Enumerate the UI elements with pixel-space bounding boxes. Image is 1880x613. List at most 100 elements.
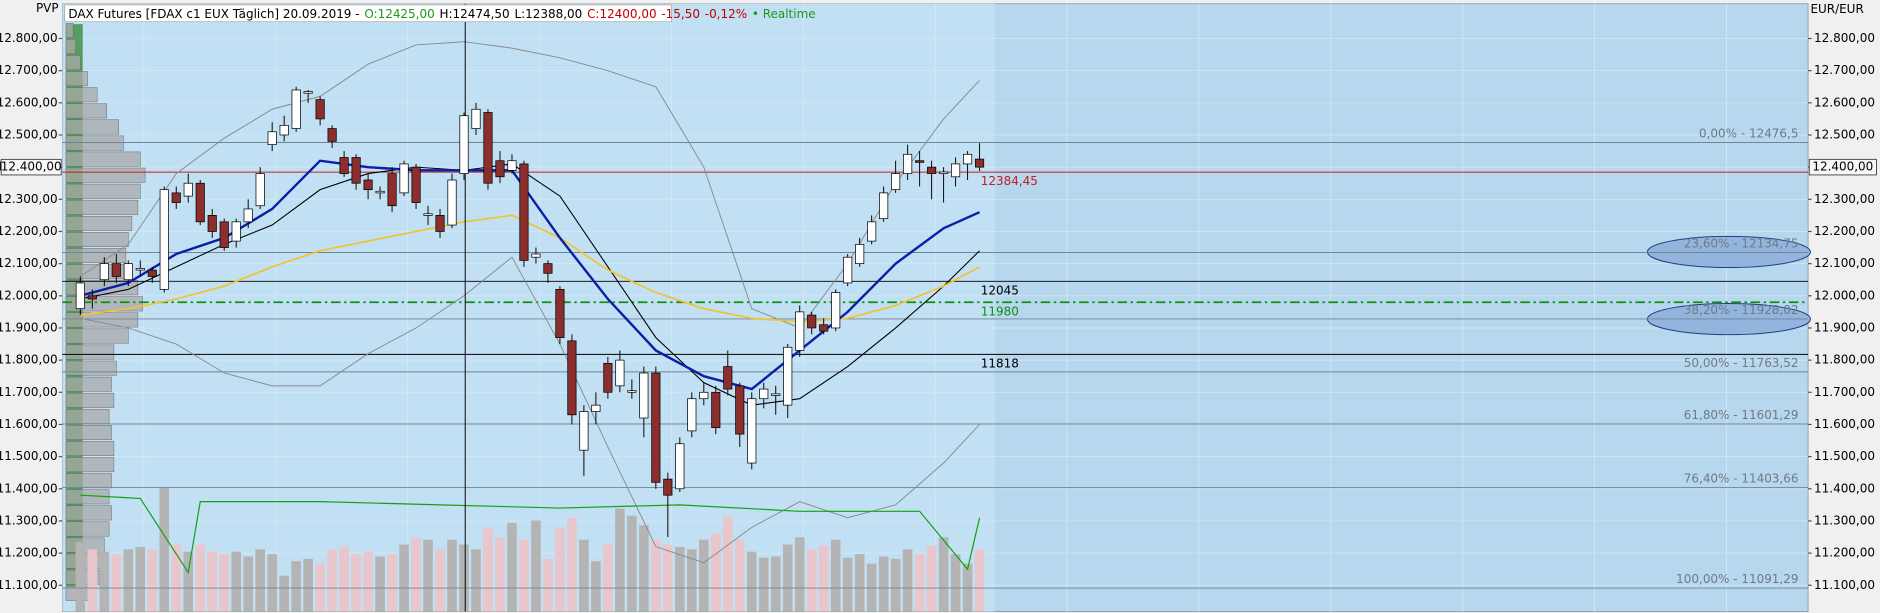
volume-bar	[926, 545, 937, 612]
y-tick-label: 11.300,00	[1814, 513, 1875, 527]
volume-bar	[147, 549, 158, 612]
profile-bar	[65, 441, 115, 457]
y-tick-label: 12.500,00	[0, 127, 58, 141]
y-tick-label: 11.300,00	[0, 513, 58, 527]
header-part: O:12425,00	[364, 6, 434, 20]
candle-body	[531, 253, 541, 258]
profile-bar	[65, 119, 119, 135]
y-tick-label: 12.100,00	[1814, 256, 1875, 270]
volume	[75, 488, 985, 612]
volume-bar	[687, 549, 697, 612]
candle-body	[123, 263, 133, 281]
volume-bar	[818, 545, 829, 612]
volume-bar	[651, 539, 661, 612]
y-tick-label: 12.000,00	[1814, 288, 1875, 302]
candle-body	[831, 292, 841, 329]
profile-bar	[65, 232, 129, 247]
y-tick-label: 11.500,00	[0, 449, 58, 463]
y-tick-label: 11.400,00	[0, 481, 58, 495]
volume-bar	[339, 546, 349, 612]
volume-bar	[627, 515, 637, 612]
profile-bar	[65, 215, 133, 231]
volume-bar	[722, 515, 733, 612]
candle-body	[879, 192, 889, 219]
price-line-label: 12384,45	[981, 174, 1038, 188]
volume-bar	[483, 527, 493, 612]
fib-label: 76,40% - 11403,66	[1684, 472, 1799, 486]
candle-body	[783, 346, 793, 406]
profile-bar	[65, 71, 88, 87]
candle-body	[819, 324, 829, 332]
y-tick-label: 11.100,00	[0, 578, 58, 592]
volume-bar	[303, 558, 313, 612]
profile-bar	[65, 344, 115, 360]
header-box	[64, 4, 672, 23]
plot-area-recent	[62, 3, 996, 612]
profile-bar	[65, 408, 110, 424]
candle-body	[219, 221, 229, 248]
profile-bar	[65, 328, 129, 344]
candle-body	[711, 391, 721, 429]
y-tick-label: 11.900,00	[1814, 320, 1875, 334]
candle-body	[795, 311, 805, 351]
candle-body	[543, 263, 553, 274]
candle-body	[471, 108, 481, 129]
volume-bar	[99, 551, 110, 612]
volume-bar	[123, 549, 134, 612]
volume-bar	[267, 554, 277, 612]
volume-bar	[603, 544, 613, 612]
candle-body	[579, 411, 589, 451]
candle-body	[867, 221, 877, 242]
candle-body	[195, 182, 205, 223]
y-tick-label: 11.700,00	[1814, 385, 1875, 399]
candle-body	[747, 398, 757, 464]
volume-bar	[950, 554, 961, 612]
profile-bar	[65, 473, 112, 489]
y-tick-label: 11.700,00	[0, 385, 58, 399]
volume-bar	[770, 556, 781, 612]
candle-body	[267, 131, 277, 145]
candle-body	[927, 166, 937, 174]
corner-label: PVP	[36, 1, 59, 15]
volume-bar	[878, 556, 889, 612]
volume-bar	[243, 556, 253, 612]
profile-bar	[65, 39, 76, 54]
candle-body	[939, 171, 949, 174]
header-part: -0,12%	[705, 6, 747, 20]
candle-body	[507, 160, 517, 171]
indicator-line	[80, 256, 980, 564]
indicator-line	[80, 494, 981, 575]
fib-label: 38,20% - 11928,02	[1684, 303, 1799, 317]
candle-body	[423, 213, 433, 216]
profile-bar	[65, 248, 127, 264]
candle-body	[291, 89, 301, 129]
header-part: L:12388,00	[514, 6, 582, 20]
candle-body	[603, 362, 613, 393]
candle-body	[759, 388, 769, 400]
candle-body	[459, 115, 469, 174]
y-tick-label: 12.500,00	[1814, 127, 1875, 141]
candle-body	[903, 153, 913, 174]
candle-body	[99, 263, 109, 281]
profile-bar	[65, 312, 139, 328]
candle-body	[399, 163, 409, 194]
volume-bar	[87, 549, 98, 612]
candle-body	[483, 112, 493, 184]
profile-bar	[65, 264, 133, 280]
header: DAX Futures [FDAX c1 EUX Täglich] 20.09.…	[68, 6, 815, 20]
volume-bar	[914, 554, 925, 612]
y-tick-label: 12.200,00	[0, 224, 58, 238]
candle-body	[447, 179, 457, 226]
candle-body	[207, 215, 217, 232]
candle-body	[735, 385, 745, 435]
y-tick-label: 11.800,00	[1814, 353, 1875, 367]
y-tick-label: 11.800,00	[0, 353, 58, 367]
volume-bar	[111, 554, 122, 612]
candle-body	[411, 166, 421, 203]
profile-bar	[65, 103, 107, 119]
y-tick-label: 11.100,00	[1814, 578, 1875, 592]
volume-bar	[387, 554, 397, 612]
volume-bar	[555, 527, 565, 612]
candle-body	[351, 157, 361, 184]
candle-body	[375, 190, 385, 194]
